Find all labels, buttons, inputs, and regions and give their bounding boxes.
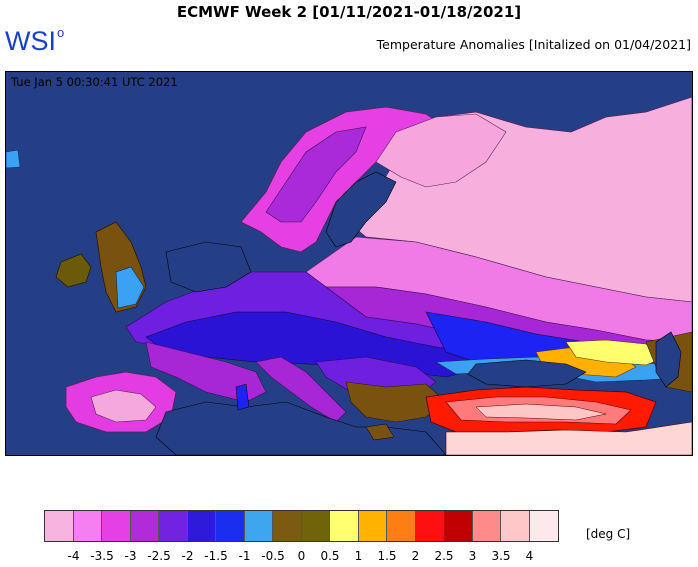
legend-tick-label: 1	[354, 549, 363, 563]
legend-tick-label: 2	[411, 549, 420, 563]
region-scandinavia-core	[265, 126, 367, 223]
legend-tick-label: 1.5	[377, 549, 397, 563]
baltic-sea	[325, 171, 397, 248]
legend-tick-label: -3	[124, 549, 137, 563]
legend-swatch	[415, 511, 444, 541]
region-uk-blue	[115, 266, 145, 309]
wsi-logo-mark: o	[57, 25, 65, 40]
legend-tick-label: -1	[238, 549, 251, 563]
anomaly-map: Tue Jan 5 00:30:41 UTC 2021	[5, 71, 693, 456]
region-ireland	[55, 253, 92, 288]
legend-tick-label: 0.5	[320, 549, 340, 563]
legend-tick-label: -3.5	[90, 549, 114, 563]
region-finland	[375, 113, 507, 188]
black-sea	[467, 359, 587, 388]
legend-swatch	[472, 511, 501, 541]
legend-swatch	[45, 511, 74, 541]
wsi-logo: WSI	[5, 26, 56, 56]
legend-swatch	[244, 511, 273, 541]
legend-swatch	[187, 511, 216, 541]
legend-swatch	[444, 511, 473, 541]
legend-tick-label: 4	[525, 549, 534, 563]
legend-swatch	[216, 511, 245, 541]
map-title: ECMWF Week 2 [01/11/2021-01/18/2021]	[176, 3, 522, 21]
region-turkey-core	[475, 403, 607, 421]
color-legend	[44, 510, 559, 542]
legend-tick-label: -2.5	[147, 549, 171, 563]
legend-tick-label: -0.5	[261, 549, 285, 563]
region-italy	[255, 356, 347, 423]
legend-swatch	[501, 511, 530, 541]
legend-tick-label: -1.5	[204, 549, 228, 563]
legend-swatch	[73, 511, 102, 541]
region-iceland	[6, 149, 21, 169]
legend-swatch	[130, 511, 159, 541]
legend-swatch	[330, 511, 359, 541]
legend-swatch	[387, 511, 416, 541]
map-canvas	[6, 72, 692, 455]
map-timestamp: Tue Jan 5 00:30:41 UTC 2021	[11, 75, 178, 89]
region-balkans-south	[345, 381, 447, 423]
legend-swatch	[358, 511, 387, 541]
island-greece	[365, 423, 395, 441]
legend-tick-label: -2	[181, 549, 194, 563]
legend-swatch	[159, 511, 188, 541]
legend-swatch	[102, 511, 131, 541]
legend-tick-label: 0	[297, 549, 306, 563]
legend-tick-label: 2.5	[434, 549, 454, 563]
legend-tick-label: -4	[67, 549, 80, 563]
legend-units: [deg C]	[586, 527, 631, 541]
map-subtitle: Temperature Anomalies [Initalized on 01/…	[376, 37, 691, 52]
island-sardinia	[235, 383, 250, 411]
legend-tick-label: 3.5	[491, 549, 511, 563]
legend-tick-label: 3	[468, 549, 477, 563]
legend-swatch	[301, 511, 330, 541]
north-sea	[165, 241, 252, 293]
caspian-sea	[655, 331, 682, 388]
region-iberia-core	[90, 389, 157, 423]
legend-swatch	[529, 511, 558, 541]
legend-swatch	[273, 511, 302, 541]
region-middle-east	[445, 421, 692, 455]
